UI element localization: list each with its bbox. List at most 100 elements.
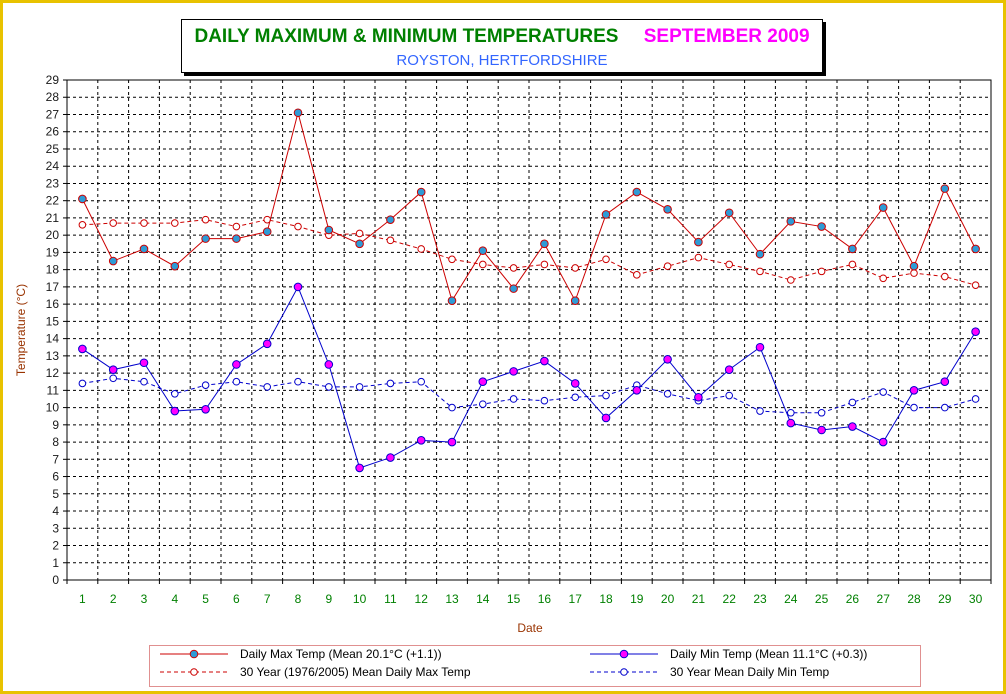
y-tick-label: 17 <box>46 280 60 294</box>
series-1-point <box>78 194 87 204</box>
series-4-point <box>263 383 272 391</box>
y-tick-label: 25 <box>46 142 60 156</box>
series-3-point <box>941 272 949 281</box>
series-2-point <box>324 360 334 369</box>
legend-marker-3 <box>190 668 198 676</box>
series-2-point <box>570 379 580 388</box>
series-2-point <box>724 365 734 374</box>
x-tick-label: 21 <box>692 592 706 606</box>
series-2-point <box>447 437 457 447</box>
series-3-point <box>540 260 549 269</box>
series-3-point <box>171 219 179 227</box>
series-3-point <box>848 260 857 269</box>
series-4-point <box>479 400 487 408</box>
series-4-point <box>109 374 117 383</box>
x-tick-label: 4 <box>171 592 178 606</box>
series-4-point <box>325 383 333 391</box>
series-2-point <box>78 344 87 354</box>
series-1-point <box>478 246 488 255</box>
series-3-point <box>109 219 117 227</box>
series-3-point <box>725 260 734 269</box>
series-4-point <box>602 391 610 400</box>
x-tick-label: 26 <box>846 592 860 606</box>
series-2-point <box>971 327 980 337</box>
series-2-point <box>878 437 888 447</box>
y-tick-label: 12 <box>46 366 60 380</box>
y-tick-label: 29 <box>46 73 60 87</box>
series-4-point <box>355 383 364 391</box>
series-1-point <box>232 234 241 243</box>
series-line-1 <box>81 110 977 302</box>
x-tick-label: 22 <box>723 592 737 606</box>
y-tick-label: 2 <box>52 539 59 553</box>
series-1-point <box>540 239 549 249</box>
y-tick-label: 21 <box>46 211 60 225</box>
series-1-point <box>694 237 703 247</box>
series-3-point <box>355 229 364 238</box>
x-tick-label: 7 <box>264 592 271 606</box>
series-1-point <box>971 244 980 254</box>
y-tick-label: 6 <box>52 470 59 484</box>
series-4-point <box>910 403 918 412</box>
series-2-point <box>416 436 426 445</box>
series-1-point <box>878 203 888 212</box>
series-3-point <box>694 253 703 262</box>
series-1-point <box>663 205 672 214</box>
series-2-point <box>139 358 149 368</box>
x-tick-label: 30 <box>969 592 983 606</box>
y-tick-label: 4 <box>52 504 59 518</box>
series-4-point <box>386 379 395 388</box>
series-2-point <box>170 406 180 416</box>
series-2-point <box>632 386 642 395</box>
y-axis-label: Temperature (°C) <box>14 284 28 376</box>
legend-label-1: Daily Max Temp (Mean 20.1°C (+1.1)) <box>240 647 442 661</box>
legend-marker-1 <box>189 649 199 659</box>
series-1-point <box>170 261 180 271</box>
series-2-point <box>386 453 395 462</box>
y-tick-label: 13 <box>46 349 60 363</box>
series-2-point <box>848 422 857 431</box>
series-1-point <box>416 187 426 197</box>
series-4-point <box>201 381 210 389</box>
series-3-point <box>633 271 641 279</box>
series-3-point <box>386 236 395 245</box>
series-2-point <box>262 339 272 349</box>
series-3-point <box>879 274 888 283</box>
series-1-point <box>786 217 796 226</box>
series-3-point <box>756 267 764 276</box>
y-tick-label: 26 <box>46 125 60 139</box>
y-tick-label: 1 <box>52 556 59 570</box>
x-tick-label: 3 <box>141 592 148 606</box>
x-tick-label: 23 <box>753 592 767 606</box>
series-2-point <box>601 413 611 423</box>
series-1-point <box>447 296 457 305</box>
x-tick-label: 10 <box>353 592 367 606</box>
series-4-point <box>725 391 734 400</box>
series-4-point <box>448 403 456 412</box>
series-2-point <box>478 377 488 387</box>
series-2-point <box>663 355 672 364</box>
x-tick-label: 29 <box>938 592 952 606</box>
series-4-point <box>78 379 87 388</box>
series-4-point <box>540 396 549 405</box>
series-4-point <box>848 398 857 407</box>
x-tick-label: 16 <box>538 592 552 606</box>
y-tick-label: 28 <box>46 90 60 104</box>
series-3-point <box>232 222 241 231</box>
x-tick-label: 1 <box>79 592 86 606</box>
series-3-point <box>910 269 918 277</box>
series-2-point <box>817 425 826 435</box>
series-3-point <box>571 264 580 272</box>
series-4-point <box>232 377 241 386</box>
y-tick-label: 24 <box>46 159 60 173</box>
x-tick-label: 13 <box>445 592 459 606</box>
y-tick-label: 5 <box>52 487 59 501</box>
series-3-point <box>787 276 795 284</box>
series-4-point <box>663 389 672 398</box>
series-1-point <box>509 284 518 293</box>
title-line: DAILY MAXIMUM & MINIMUM TEMPERATURES SEP… <box>182 26 822 48</box>
chart-month: SEPTEMBER 2009 <box>643 26 810 47</box>
x-tick-label: 27 <box>877 592 891 606</box>
series-3-point <box>417 245 426 253</box>
series-4-point <box>971 395 980 403</box>
